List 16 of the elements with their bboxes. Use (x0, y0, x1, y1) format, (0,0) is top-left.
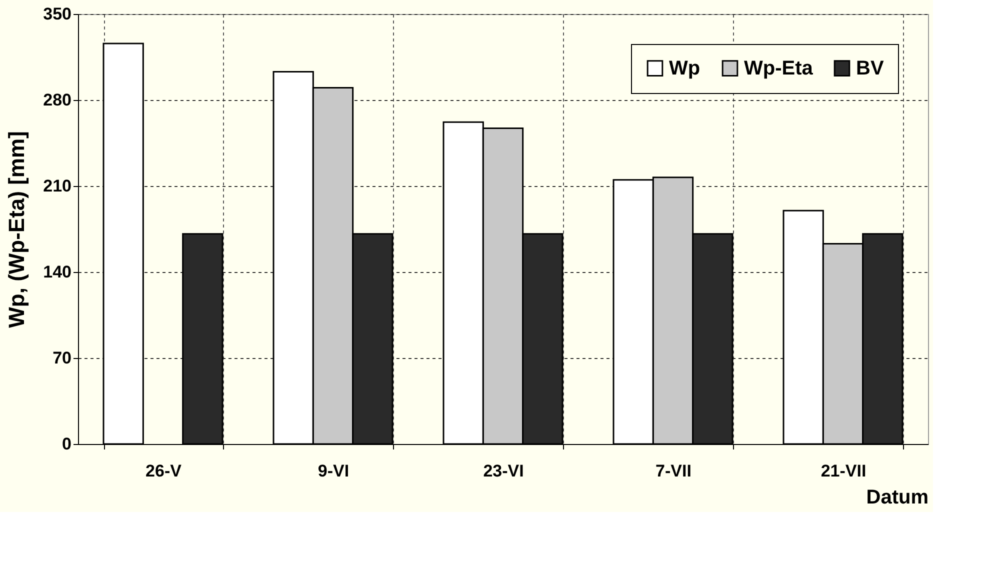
x-tick-label: 23-VI (483, 462, 524, 480)
y-tick-label: 70 (52, 348, 72, 368)
x-axis-title: Datum (866, 486, 928, 508)
legend-label: Wp (669, 57, 700, 80)
y-tick-label: 280 (43, 90, 72, 110)
y-axis-title: Wp, (Wp-Eta) [mm] (4, 131, 30, 328)
legend-label: Wp-Eta (744, 57, 814, 80)
x-tick-label: 21-VII (820, 462, 866, 480)
y-tick-label: 210 (43, 176, 72, 196)
y-tick-label: 0 (62, 434, 72, 454)
x-tick-label: 9-VI (318, 462, 350, 480)
y-tick-label: 350 (43, 4, 72, 24)
x-tick-label: 26-V (146, 462, 182, 480)
x-tick-label: 7-VII (656, 462, 692, 480)
y-tick-label: 140 (43, 262, 72, 282)
legend-label: BV (856, 57, 884, 80)
